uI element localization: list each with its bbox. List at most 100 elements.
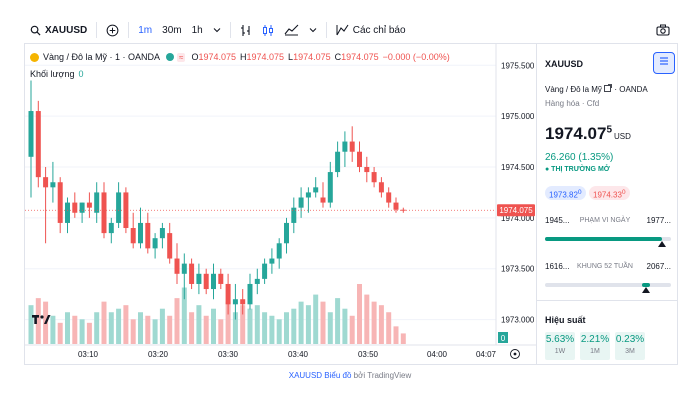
candle-body	[130, 228, 136, 244]
performance-3m[interactable]: 0.23% 3M	[615, 332, 645, 360]
day-range-marker	[658, 241, 667, 247]
candle-body	[225, 283, 231, 305]
bar-style-button[interactable]	[235, 18, 257, 42]
chart-pane[interactable]	[24, 43, 536, 365]
legend-open: 1974.075	[198, 52, 236, 62]
gold-symbol-icon	[30, 52, 39, 62]
week52-range-label: KHUNG 52 TUẦN	[577, 263, 633, 270]
symbol-search-button[interactable]: XAUUSD	[24, 18, 92, 42]
volume-bar	[240, 305, 246, 344]
legend-badge[interactable]: ≈	[177, 52, 186, 62]
performance-1m[interactable]: 2.21% 1M	[580, 332, 610, 360]
interval-1m[interactable]: 1m	[138, 24, 153, 36]
interval-dropdown[interactable]	[208, 18, 226, 42]
candle-body	[269, 258, 275, 264]
candle-body	[116, 192, 122, 223]
volume-bar	[28, 305, 34, 344]
reset-view-button[interactable]	[510, 349, 520, 359]
candle-body	[371, 172, 377, 183]
tradingview-logo[interactable]	[30, 313, 52, 331]
compare-button[interactable]	[101, 18, 124, 42]
volume-bars	[28, 284, 406, 344]
candle-body	[57, 182, 63, 223]
toolbar-divider	[96, 22, 98, 38]
attribution-by: bởi TradingView	[353, 371, 412, 380]
candle-body	[313, 187, 319, 193]
volume-bar	[189, 312, 195, 344]
performance-value: 5.63%	[545, 334, 575, 345]
interval-1h[interactable]: 1h	[191, 24, 203, 36]
candle-body	[50, 182, 56, 188]
symbol-details-panel	[536, 43, 678, 365]
panel-last-price: 1974.075USD	[545, 124, 631, 144]
chart-type-dropdown[interactable]	[304, 18, 322, 42]
volume-bar	[276, 319, 282, 344]
performance-1w[interactable]: 5.63% 1W	[545, 332, 575, 360]
candle-body	[65, 202, 70, 223]
volume-badge-text: 0	[501, 334, 506, 343]
bar-chart-icon	[240, 24, 250, 36]
panel-symbol-name[interactable]: Vàng / Đô la Mỹ · OANDA	[545, 84, 648, 94]
candle-body	[393, 202, 399, 210]
candle-body	[35, 111, 41, 178]
candle-body	[28, 111, 34, 157]
price-tick-label: 1975.000	[501, 112, 535, 121]
candle-body	[335, 151, 341, 173]
volume-bar	[327, 312, 333, 344]
candle-body	[378, 182, 384, 193]
panel-symbol: XAUUSD	[545, 59, 584, 69]
legend-change: −0.000 (−0.00%)	[382, 52, 450, 62]
time-tick-label: 04:07	[476, 350, 497, 359]
candle-body	[342, 141, 348, 152]
candle-body	[276, 243, 282, 259]
time-axis[interactable]: 03:10 03:20 03:30 03:40 03:50 04:00 04:07	[25, 344, 536, 359]
week52-range-marker	[641, 287, 650, 293]
tradingview-logo-icon	[32, 315, 51, 324]
price-tick-label: 1975.500	[501, 61, 535, 70]
volume-bar	[181, 287, 187, 344]
volume-bar	[94, 312, 100, 344]
volume-bar	[364, 294, 370, 344]
ask-price-sup: 0	[621, 189, 626, 196]
candle-body	[181, 263, 187, 274]
price-axis[interactable]: 1975.500 1975.000 1974.500 1974.000 1973.500…	[495, 43, 535, 345]
candle-body	[240, 299, 246, 305]
candle-body	[291, 207, 297, 223]
candle-body	[327, 172, 333, 203]
panel-name-text: Vàng / Đô la Mỹ	[545, 85, 602, 94]
indicators-button[interactable]: Các chỉ báo	[331, 18, 411, 42]
legend-high-key: H	[240, 52, 247, 62]
volume-bar	[116, 308, 122, 344]
candle-body	[72, 202, 78, 213]
performance-period: 1M	[590, 348, 600, 355]
indicators-label: Các chỉ báo	[352, 24, 406, 36]
time-tick-label: 03:20	[148, 350, 169, 359]
attribution-link[interactable]: XAUUSD Biểu đồ	[288, 371, 352, 380]
legend-low: 1974.075	[293, 52, 331, 62]
camera-icon	[656, 24, 670, 36]
candle-body	[218, 273, 224, 284]
performance-value: 2.21%	[580, 334, 610, 345]
volume-bar	[284, 312, 289, 344]
area-style-button[interactable]	[279, 18, 304, 42]
candle-body	[254, 278, 260, 284]
legend-high: 1974.075	[246, 52, 285, 62]
performance-period: 1W	[554, 348, 566, 355]
bid-price-text: 1973.82	[549, 190, 578, 200]
legend-close: 1974.075	[341, 52, 379, 62]
performance-value: 0.23%	[615, 334, 645, 345]
candle-body	[357, 151, 362, 167]
watchlist-button[interactable]	[653, 52, 675, 74]
snapshot-button[interactable]	[651, 18, 678, 42]
panel-category: Hàng hóa · Cfd	[545, 99, 600, 108]
legend-title: Vàng / Đô la Mỹ · 1 · OANDA	[43, 52, 161, 62]
volume-bar	[211, 308, 216, 344]
volume-bar	[86, 322, 92, 344]
volume-bar	[262, 312, 268, 344]
candle-body	[101, 192, 107, 234]
volume-bar	[130, 319, 136, 344]
interval-30m[interactable]: 30m	[162, 24, 182, 36]
candle-style-button[interactable]	[257, 18, 279, 42]
time-tick-label: 03:40	[288, 350, 309, 359]
